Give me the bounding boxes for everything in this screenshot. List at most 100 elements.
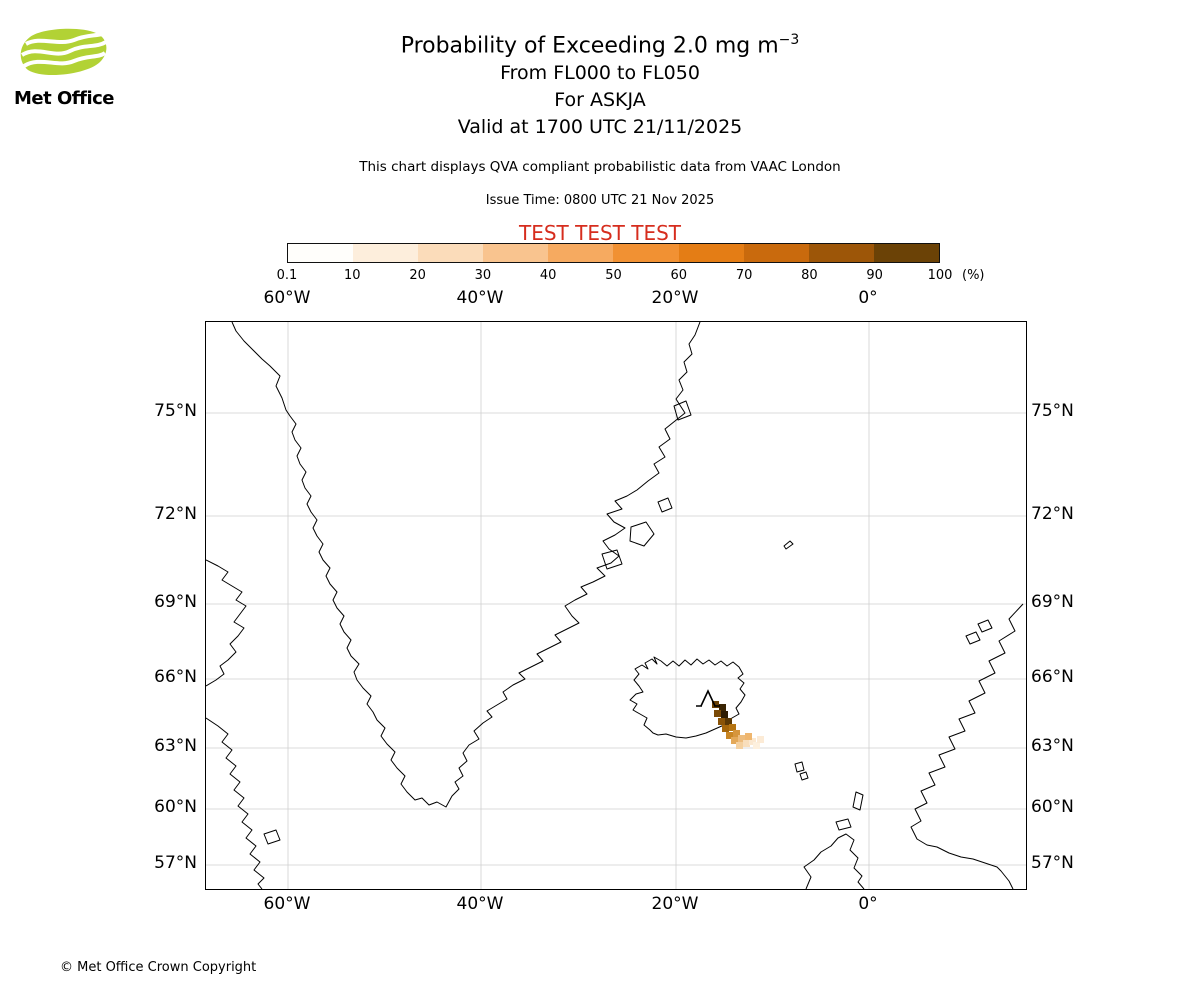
issue-time: Issue Time: 0800 UTC 21 Nov 2025: [485, 193, 715, 209]
x-axis-label-bottom: 60°W: [263, 894, 311, 914]
coastline-orkney: [835, 818, 852, 831]
y-axis-label-left: 63°N: [154, 736, 197, 756]
colorbar-tick-label: 50: [605, 268, 622, 283]
colorbar-tick-label: 80: [801, 268, 818, 283]
y-axis-label-right: 72°N: [1031, 504, 1074, 524]
colorbar-unit-label: (%): [962, 268, 985, 283]
ash-plume-cell: [718, 718, 725, 725]
coastline-greenland: [231, 322, 701, 808]
y-axis-label-left: 69°N: [154, 592, 197, 612]
coastline-faroe: [799, 771, 809, 781]
coastline-labrador: [206, 717, 265, 889]
qva-description: This chart displays QVA compliant probab…: [359, 159, 841, 176]
y-axis-label-left: 60°N: [154, 797, 197, 817]
coastline-shetland: [852, 791, 864, 811]
graticule: [206, 322, 1026, 889]
y-axis-label-left: 66°N: [154, 667, 197, 687]
colorbar-tick-label: 0.1: [276, 268, 298, 283]
y-axis-label-right: 60°N: [1031, 797, 1074, 817]
test-banner: TEST TEST TEST: [518, 221, 681, 246]
ash-plume-cell: [733, 730, 740, 737]
colorbar-ticks: 0.1 10 20 30 40 50 60 70 80 90 100: [277, 268, 953, 284]
map-frame: [205, 321, 1027, 890]
volcano-marker: [696, 689, 720, 707]
colorbar-tick-label: 30: [474, 268, 492, 283]
coastline-lofoten: [965, 631, 981, 645]
y-axis-label-left: 57°N: [154, 853, 197, 873]
header: Probability of Exceeding 2.0 mg m−3 From…: [0, 26, 1200, 245]
met-office-logo: Met Office: [14, 24, 124, 109]
coastline-baffin: [206, 559, 247, 687]
colorbar-segment: [548, 244, 614, 262]
ash-plume-cell: [736, 742, 743, 749]
colorbar-gradient: [287, 243, 940, 263]
x-axis-label-top: 0°: [858, 288, 878, 308]
ash-plume-cell: [719, 704, 726, 711]
coastline-faroe: [794, 761, 805, 773]
plume-group: [712, 701, 764, 749]
x-axis-label-bottom: 0°: [858, 894, 878, 914]
colorbar-tick-label: 90: [866, 268, 883, 283]
ash-plume-cell: [712, 701, 719, 708]
x-axis-label-bottom: 20°W: [651, 894, 699, 914]
colorbar-segment: [483, 244, 549, 262]
colorbar-tick-label: 40: [539, 268, 557, 283]
coastline-labrador-island: [263, 829, 281, 845]
y-axis-label-right: 57°N: [1031, 853, 1074, 873]
y-axis-label-right: 66°N: [1031, 667, 1074, 687]
coastline-jan-mayen: [783, 540, 794, 550]
coastline-east-greenland-island: [657, 497, 673, 513]
coastline-iceland: [629, 656, 746, 739]
ash-plume-cell: [714, 710, 721, 717]
colorbar-tick-label: 100: [927, 268, 953, 283]
x-axis-label-top: 40°W: [456, 288, 504, 308]
y-axis-label-left: 75°N: [154, 401, 197, 421]
colorbar-segment: [808, 244, 874, 262]
ash-plume-cell: [722, 725, 729, 732]
colorbar-tick-label: 10: [344, 268, 361, 283]
y-axis-label-left: 72°N: [154, 504, 197, 524]
colorbar-segment: [743, 244, 809, 262]
volcano-line: For ASKJA: [554, 89, 646, 112]
ash-plume-cell: [731, 737, 738, 744]
y-axis-label-right: 63°N: [1031, 736, 1074, 756]
ash-plume-cell: [749, 738, 756, 745]
colorbar-segment: [613, 244, 679, 262]
coastline-east-greenland-island: [629, 521, 655, 547]
met-office-logo-text: Met Office: [14, 88, 115, 109]
colorbar-tick-label: 60: [670, 268, 688, 283]
x-axis-label-bottom: 40°W: [456, 894, 504, 914]
colorbar-segment: [678, 244, 744, 262]
colorbar-tick-label: 20: [409, 268, 426, 283]
x-axis-label-top: 60°W: [263, 288, 311, 308]
x-axis-label-top: 20°W: [651, 288, 699, 308]
colorbar-segment: [418, 244, 484, 262]
coastline-scotland: [803, 833, 865, 889]
colorbar-segment: [288, 244, 354, 262]
coastline-norway: [910, 603, 1024, 889]
y-axis-label-right: 69°N: [1031, 592, 1074, 612]
ash-plume-cell: [726, 732, 733, 739]
coastline-east-greenland-island: [601, 549, 623, 570]
coastline-lofoten: [977, 619, 993, 633]
valid-time-line: Valid at 1700 UTC 21/11/2025: [457, 116, 743, 139]
colorbar-segment: [353, 244, 419, 262]
copyright-notice: © Met Office Crown Copyright: [60, 960, 257, 975]
ash-plume-cell: [725, 718, 732, 725]
chart-title-text: Probability of Exceeding 2.0 mg m: [400, 33, 779, 59]
map-canvas: [206, 322, 1026, 889]
coastlines: [206, 322, 1024, 889]
ash-plume-cell: [745, 733, 752, 740]
ash-plume-cell: [738, 735, 745, 742]
ash-plume-cell: [757, 736, 764, 743]
colorbar-segment: [873, 244, 939, 262]
chart-title: Probability of Exceeding 2.0 mg m−3: [0, 26, 1200, 60]
ash-plume-cell: [721, 711, 728, 718]
flight-levels-line: From FL000 to FL050: [500, 62, 700, 85]
met-office-logo-icon: [20, 28, 108, 76]
ash-plume-cell: [753, 742, 760, 749]
ash-plume-cell: [743, 740, 750, 747]
coastline-east-greenland-island: [673, 400, 692, 421]
colorbar-tick-label: 70: [735, 268, 753, 283]
